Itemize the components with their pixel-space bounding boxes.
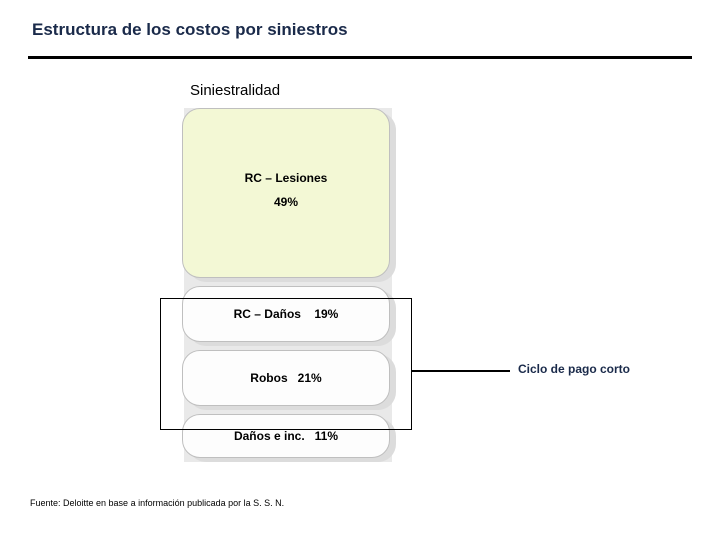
segment-value-text: 11% xyxy=(315,429,338,443)
callout-label: Ciclo de pago corto xyxy=(518,362,630,376)
segment-value: 49% xyxy=(183,195,389,209)
source-footnote: Fuente: Deloitte en base a información p… xyxy=(30,498,284,508)
segment-label-text: Daños e inc. xyxy=(234,429,305,443)
segment-label-combined: Daños e inc. 11% xyxy=(183,429,389,443)
callout-connector xyxy=(412,370,510,372)
slide: Estructura de los costos por siniestros … xyxy=(0,0,720,540)
page-title: Estructura de los costos por siniestros xyxy=(32,20,348,40)
title-underline xyxy=(28,56,692,59)
callout-box xyxy=(160,298,412,430)
segment-label: RC – Lesiones xyxy=(183,171,389,185)
segment-rc-lesiones: RC – Lesiones 49% xyxy=(182,108,390,278)
column-header: Siniestralidad xyxy=(190,82,280,99)
